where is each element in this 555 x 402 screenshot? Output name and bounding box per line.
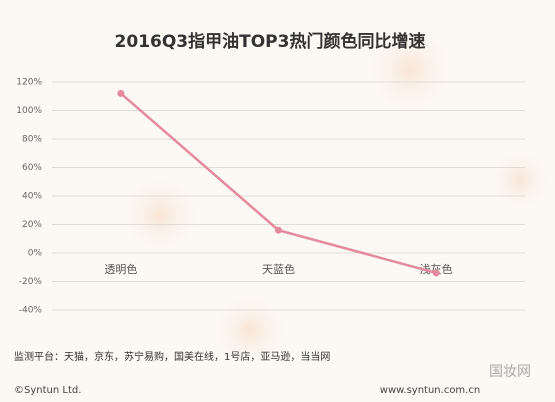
point [117,89,125,97]
chart-title: 2016Q3指甲油TOP3热门颜色同比增速 [115,31,426,52]
decoration [212,292,288,368]
y-tick-label: 80% [22,135,42,145]
watermark: 国妆网 [489,364,531,380]
y-tick-label: -20% [19,277,43,287]
decoration [120,175,200,255]
y-tick-label: 120% [16,78,42,88]
point [275,226,282,234]
y-tick-label: 0% [28,249,43,259]
point [432,269,440,277]
x-tick-label: 天蓝色 [262,262,295,276]
y-tick-label: 60% [22,163,42,173]
y-tick-label: 100% [16,106,42,116]
y-tick-label: -40% [19,306,43,316]
decoration [490,150,550,210]
copyright: ©Syntun Ltd. [14,385,81,396]
website: www.syntun.com.cn [380,385,480,396]
y-tick-label: 20% [22,220,42,230]
y-tick-label: 40% [22,192,42,202]
decoration [365,25,455,115]
x-tick-label: 透明色 [104,262,137,276]
source-note: 监测平台：天猫，京东，苏宁易购，国美在线，1号店，亚马逊，当当网 [14,350,330,363]
x-tick-label: 浅灰色 [420,262,453,276]
